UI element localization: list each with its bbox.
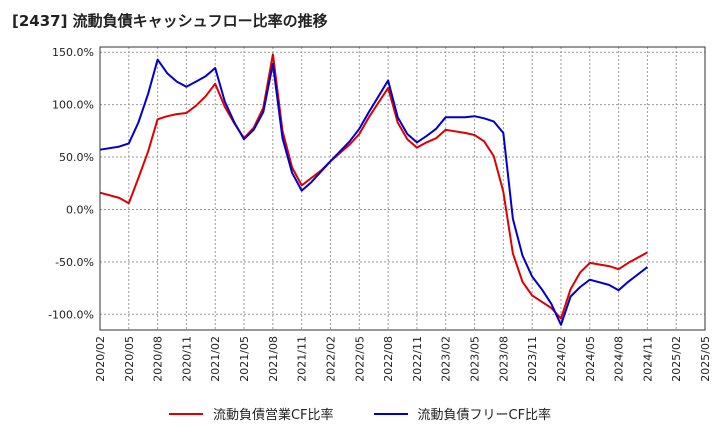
x-tick-label: 2020/11 (180, 336, 193, 382)
y-tick-label: 0.0% (66, 203, 94, 216)
x-tick-label: 2022/05 (353, 336, 366, 382)
x-tick-label: 2022/08 (382, 336, 395, 382)
legend-swatch-free-cf (373, 412, 408, 415)
x-tick-label: 2021/02 (209, 336, 222, 382)
legend-item-operating-cf: 流動負債営業CF比率 (168, 404, 334, 423)
x-tick-label: 2025/02 (670, 336, 683, 382)
x-tick-label: 2021/08 (267, 336, 280, 382)
y-tick-label: 150.0% (52, 46, 94, 59)
plot-frame (99, 46, 706, 331)
legend-label-free-cf: 流動負債フリーCF比率 (417, 408, 552, 423)
y-tick-label: 100.0% (52, 99, 94, 112)
x-tick-label: 2020/08 (152, 336, 165, 382)
x-tick-label: 2022/02 (324, 336, 337, 382)
x-tick-label: 2020/05 (123, 336, 136, 382)
legend-item-free-cf: 流動負債フリーCF比率 (373, 404, 552, 423)
y-tick-label: 50.0% (59, 151, 94, 164)
y-axis-ticks: 150.0% 100.0% 50.0% 0.0% -50.0% -100.0% (48, 46, 94, 321)
y-tick-label: -50.0% (55, 256, 94, 269)
legend-label-operating-cf: 流動負債営業CF比率 (212, 408, 334, 423)
x-tick-label: 2024/08 (613, 336, 626, 382)
x-tick-label: 2025/05 (699, 336, 712, 382)
x-tick-label: 2021/05 (238, 336, 251, 382)
x-tick-label: 2020/02 (94, 336, 107, 382)
y-tick-label: -100.0% (48, 308, 94, 321)
line-chart: 150.0% 100.0% 50.0% 0.0% -50.0% -100.0% 2020/… (48, 46, 712, 382)
legend-swatch-operating-cf (168, 412, 203, 415)
x-tick-label: 2023/11 (526, 336, 539, 382)
x-tick-label: 2023/08 (497, 336, 510, 382)
legend: 流動負債営業CF比率 流動負債フリーCF比率 (0, 404, 720, 423)
series-lines (99, 53, 649, 326)
chart-title: [2437] 流動負債キャッシュフロー比率の推移 (12, 12, 328, 30)
series-line-free-cf (99, 58, 649, 326)
x-tick-label: 2024/05 (584, 336, 597, 382)
x-tick-label: 2021/11 (296, 336, 309, 382)
x-tick-label: 2023/05 (469, 336, 482, 382)
x-tick-label: 2023/02 (440, 336, 453, 382)
x-tick-label: 2024/02 (555, 336, 568, 382)
series-line-operating-cf (99, 53, 648, 320)
x-tick-label: 2024/11 (641, 336, 654, 382)
x-axis-ticks: 2020/02 2020/05 2020/08 2020/11 2021/02 2021/… (94, 336, 712, 382)
x-tick-label: 2022/11 (411, 336, 424, 382)
